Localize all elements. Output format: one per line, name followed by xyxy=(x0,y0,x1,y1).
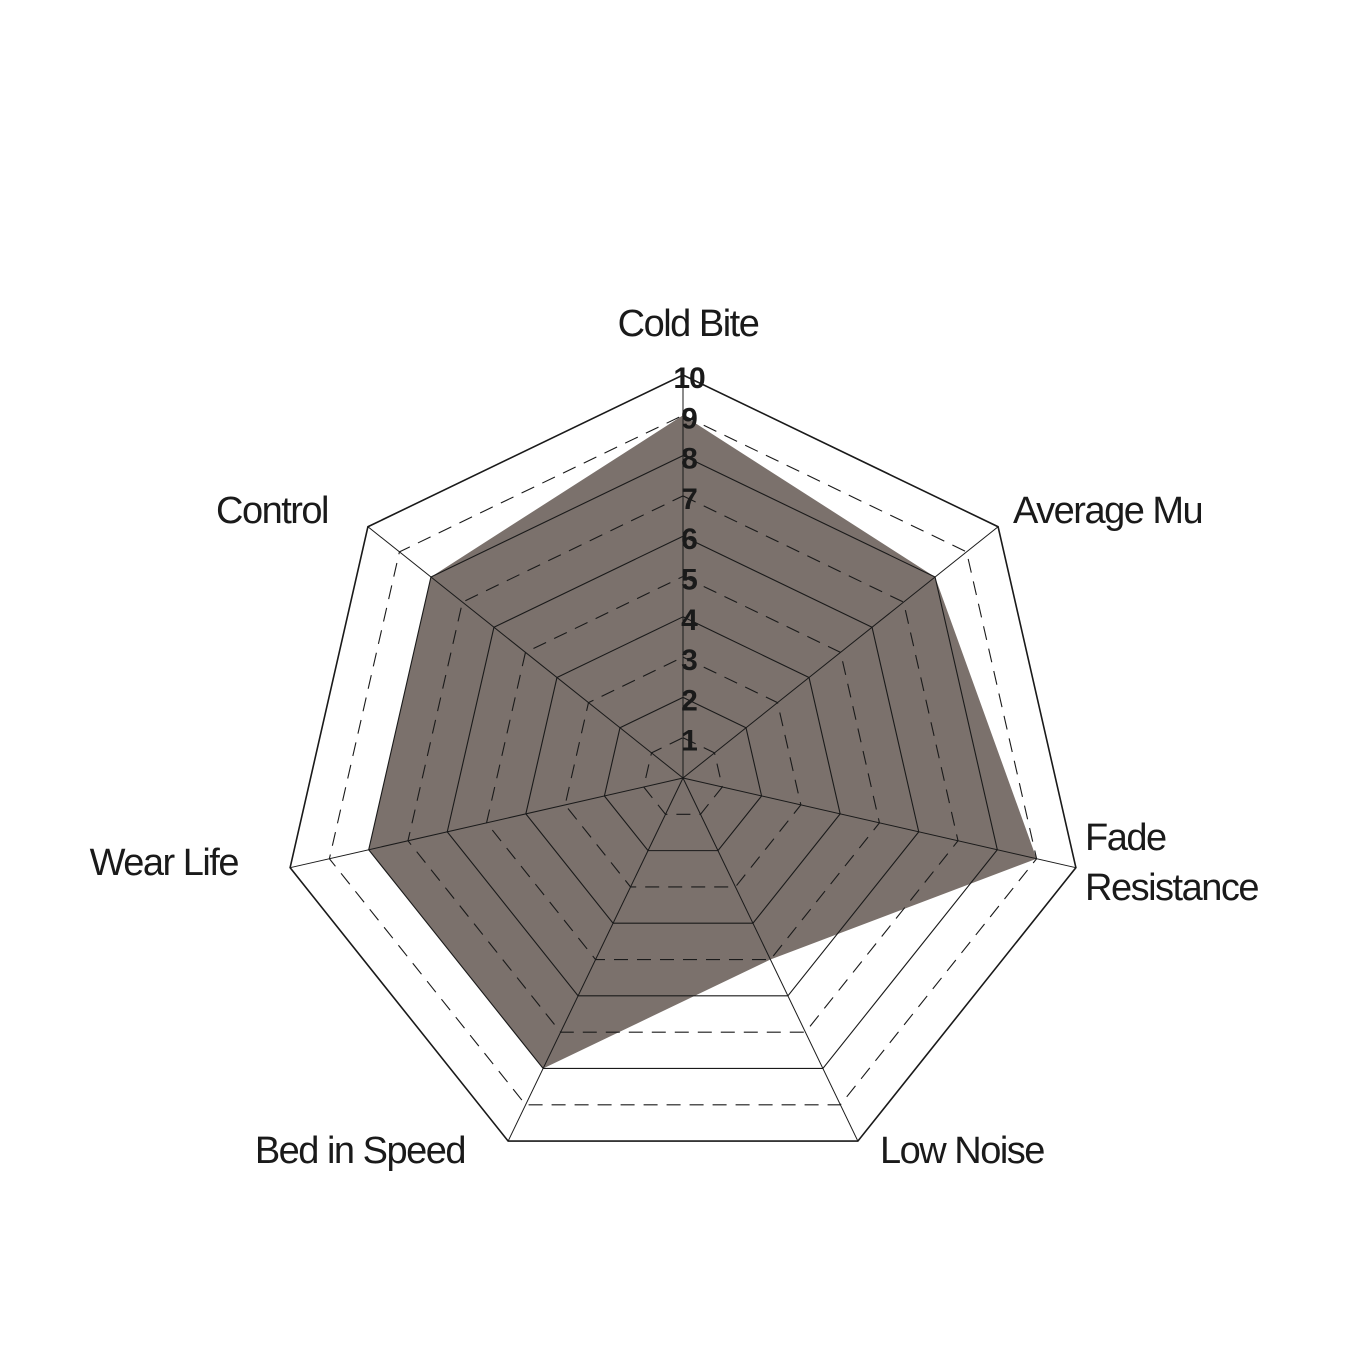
axis-label: Low Noise xyxy=(880,1130,1044,1172)
axis-line xyxy=(682,777,859,1142)
grid-ring-3 xyxy=(564,656,802,888)
data-area xyxy=(368,415,1037,1069)
axis-line xyxy=(682,526,999,779)
axis-line xyxy=(289,777,684,869)
tick-label: 1 xyxy=(681,725,697,758)
axis-label: Fade Resistance xyxy=(1085,817,1258,909)
grid-ring-4 xyxy=(525,616,841,924)
grid-ring-2 xyxy=(603,696,763,852)
axis-label: Average Mu xyxy=(1013,490,1202,532)
tick-label: 9 xyxy=(681,402,697,435)
tick-label: 7 xyxy=(681,483,697,516)
grid-ring-6 xyxy=(446,535,920,997)
axis-line xyxy=(367,526,684,779)
tick-label: 2 xyxy=(681,684,697,717)
grid-ring-8 xyxy=(368,454,998,1070)
axis-label: Control xyxy=(216,490,328,532)
axis-line xyxy=(507,777,684,1142)
grid-ring-10 xyxy=(289,374,1077,1142)
tick-label: 10 xyxy=(673,362,705,395)
tick-label: 8 xyxy=(681,443,697,476)
axis-line xyxy=(682,777,1077,869)
tick-label: 6 xyxy=(681,523,697,556)
tick-label: 3 xyxy=(681,644,697,677)
grid-ring-1 xyxy=(643,737,723,815)
axis-label: Wear Life xyxy=(90,842,239,884)
tick-label: 4 xyxy=(681,604,698,637)
tick-label: 5 xyxy=(681,564,697,597)
grid-ring-5 xyxy=(485,575,881,961)
grid-ring-7 xyxy=(407,495,959,1033)
axis-label: Bed in Speed xyxy=(255,1130,465,1172)
axis-label: Cold Bite xyxy=(618,303,759,345)
